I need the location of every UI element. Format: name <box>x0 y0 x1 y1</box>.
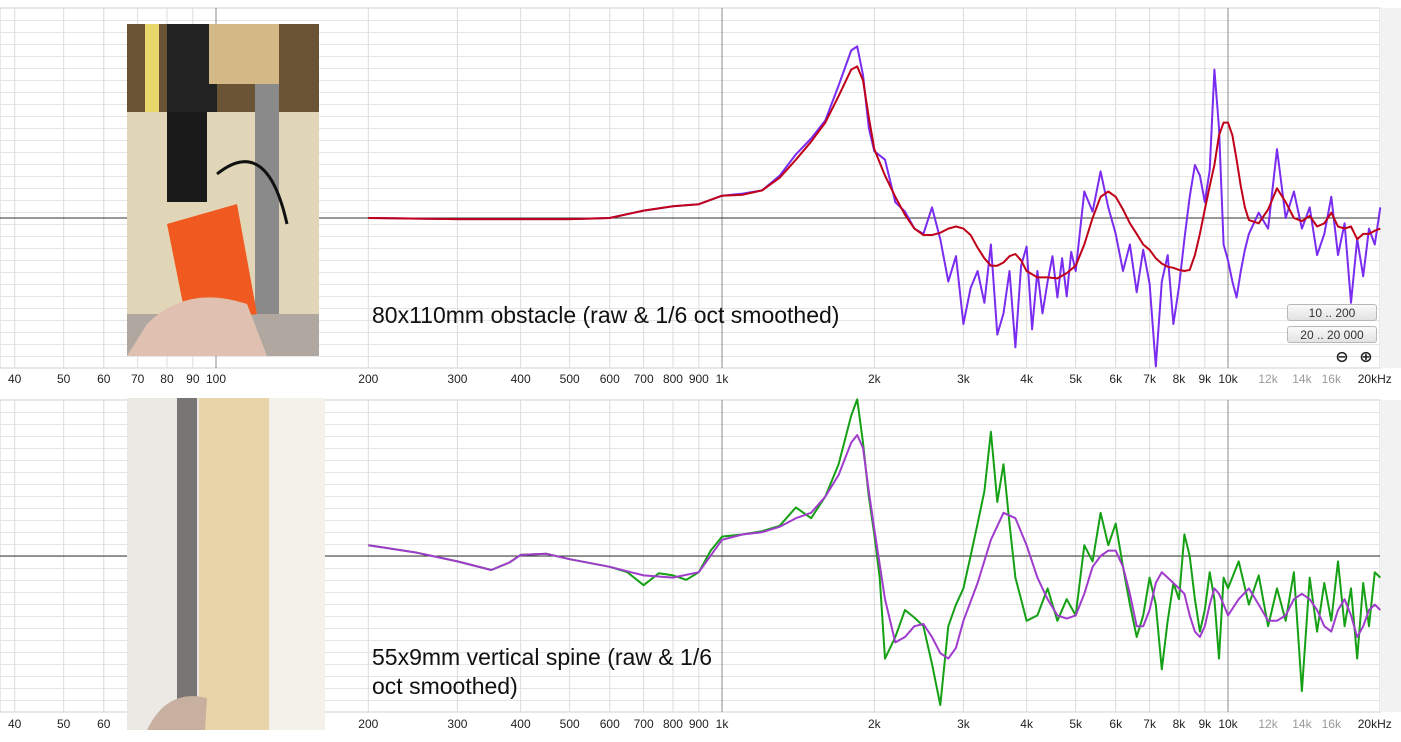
x-tick-label: 40 <box>8 372 22 386</box>
x-tick-label: 2k <box>868 372 882 386</box>
range-10-200-button[interactable]: 10 .. 200 <box>1287 304 1377 321</box>
series-line-1 <box>368 45 1382 368</box>
x-tick-label: 300 <box>447 717 467 731</box>
x-tick-label: 900 <box>689 717 709 731</box>
x-tick-label: 12k <box>1258 372 1278 386</box>
x-tick-label: 3k <box>957 372 971 386</box>
x-tick-label: 50 <box>57 717 71 731</box>
spine-photo <box>127 398 325 730</box>
x-tick-label: 500 <box>560 717 580 731</box>
x-tick-label: 40 <box>8 717 22 731</box>
series-line-2 <box>368 434 1382 660</box>
zoom-in-icon[interactable]: ⊕ <box>1359 347 1373 366</box>
x-tick-label: 4k <box>1020 717 1034 731</box>
x-tick-label: 16k <box>1322 372 1342 386</box>
x-tick-label: 800 <box>663 372 683 386</box>
x-tick-label: 200 <box>358 717 378 731</box>
x-tick-label: 1k <box>716 372 730 386</box>
x-tick-label: 800 <box>663 717 683 731</box>
x-tick-label: 200 <box>358 372 378 386</box>
x-tick-label: 900 <box>689 372 709 386</box>
x-tick-label: 8k <box>1173 372 1187 386</box>
x-tick-label: 3k <box>957 717 971 731</box>
x-tick-label: 70 <box>131 372 145 386</box>
x-tick-label: 700 <box>634 372 654 386</box>
x-tick-label: 4k <box>1020 372 1034 386</box>
series-line-2 <box>368 65 1381 280</box>
x-tick-label: 60 <box>97 372 111 386</box>
x-tick-label: 20kHz <box>1358 372 1392 386</box>
x-tick-label: 10k <box>1218 717 1238 731</box>
x-tick-label: 600 <box>600 372 620 386</box>
chart-title-top: 80x110mm obstacle (raw & 1/6 oct smoothe… <box>372 302 839 328</box>
x-tick-label: 50 <box>57 372 71 386</box>
x-tick-label: 7k <box>1143 372 1157 386</box>
x-tick-label: 80 <box>160 372 174 386</box>
x-tick-label: 300 <box>447 372 467 386</box>
x-tick-label: 7k <box>1143 717 1157 731</box>
zoom-out-icon[interactable]: ⊖ <box>1335 347 1349 366</box>
chart-title-bottom-line2: oct smoothed) <box>372 673 518 699</box>
series-line-1 <box>368 398 1382 706</box>
x-tick-label: 14k <box>1292 717 1312 731</box>
x-tick-label: 60 <box>97 717 111 731</box>
x-tick-label: 90 <box>186 372 200 386</box>
x-tick-label: 500 <box>560 372 580 386</box>
x-tick-label: 1k <box>716 717 730 731</box>
x-tick-label: 2k <box>868 717 882 731</box>
scroll-strip[interactable] <box>1380 8 1401 368</box>
x-tick-label: 5k <box>1069 717 1083 731</box>
x-tick-label: 10k <box>1218 372 1238 386</box>
x-tick-label: 14k <box>1292 372 1312 386</box>
x-tick-label: 20kHz <box>1358 717 1392 731</box>
x-tick-label: 600 <box>600 717 620 731</box>
x-tick-label: 9k <box>1199 372 1213 386</box>
x-tick-label: 700 <box>634 717 654 731</box>
scroll-strip[interactable] <box>1380 400 1401 712</box>
chart-title-bottom-line1: 55x9mm vertical spine (raw & 1/6 <box>372 644 712 670</box>
x-tick-label: 400 <box>511 372 531 386</box>
x-tick-label: 12k <box>1258 717 1278 731</box>
range-20-20000-button[interactable]: 20 .. 20 000 <box>1287 326 1377 343</box>
x-tick-label: 9k <box>1199 717 1213 731</box>
x-tick-label: 8k <box>1173 717 1187 731</box>
x-tick-label: 6k <box>1109 372 1123 386</box>
x-tick-label: 100 <box>206 372 226 386</box>
x-tick-label: 5k <box>1069 372 1083 386</box>
x-tick-label: 400 <box>511 717 531 731</box>
x-tick-label: 6k <box>1109 717 1123 731</box>
x-tick-label: 16k <box>1322 717 1342 731</box>
obstacle-photo <box>127 24 319 356</box>
